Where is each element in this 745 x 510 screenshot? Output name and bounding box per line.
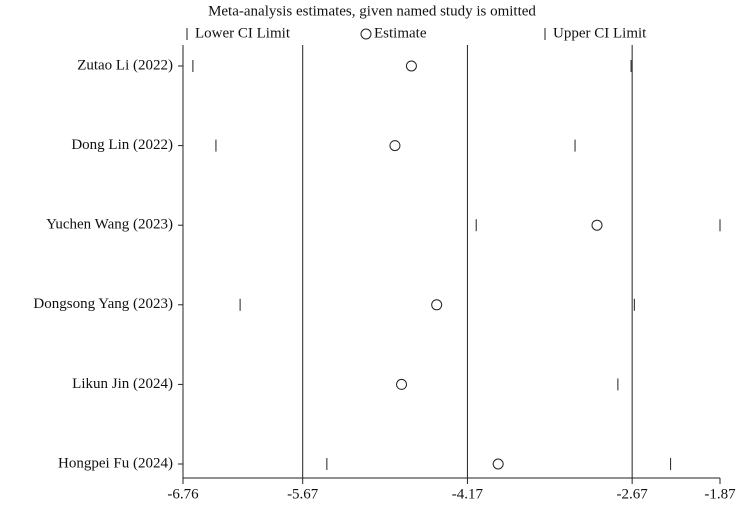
estimate-point — [591, 219, 603, 231]
estimate-point — [405, 60, 417, 72]
legend-label: Upper CI Limit — [553, 25, 647, 41]
legend-label: Lower CI Limit — [195, 25, 291, 41]
x-tick-label: -1.87 — [704, 486, 736, 502]
legend-marker — [360, 28, 372, 40]
x-tick-label: -5.67 — [287, 486, 319, 502]
estimate-point — [396, 378, 408, 390]
y-tick-label: Hongpei Fu (2024) — [58, 455, 173, 471]
estimate-point — [389, 140, 401, 152]
y-tick-label: Yuchen Wang (2023) — [46, 217, 173, 233]
y-tick-label: Dongsong Yang (2023) — [33, 296, 173, 312]
estimate-point — [431, 299, 443, 311]
estimate-point — [492, 458, 504, 470]
x-tick-label: -6.76 — [167, 486, 199, 502]
y-tick-label: Likun Jin (2024) — [72, 376, 173, 392]
x-tick-label: -2.67 — [617, 486, 649, 502]
legend-label: Estimate — [374, 25, 427, 41]
x-tick-label: -4.17 — [452, 486, 484, 502]
y-tick-label: Zutao Li (2022) — [77, 57, 173, 73]
chart-title: Meta-analysis estimates, given named stu… — [208, 3, 536, 19]
y-tick-label: Dong Lin (2022) — [71, 137, 173, 153]
